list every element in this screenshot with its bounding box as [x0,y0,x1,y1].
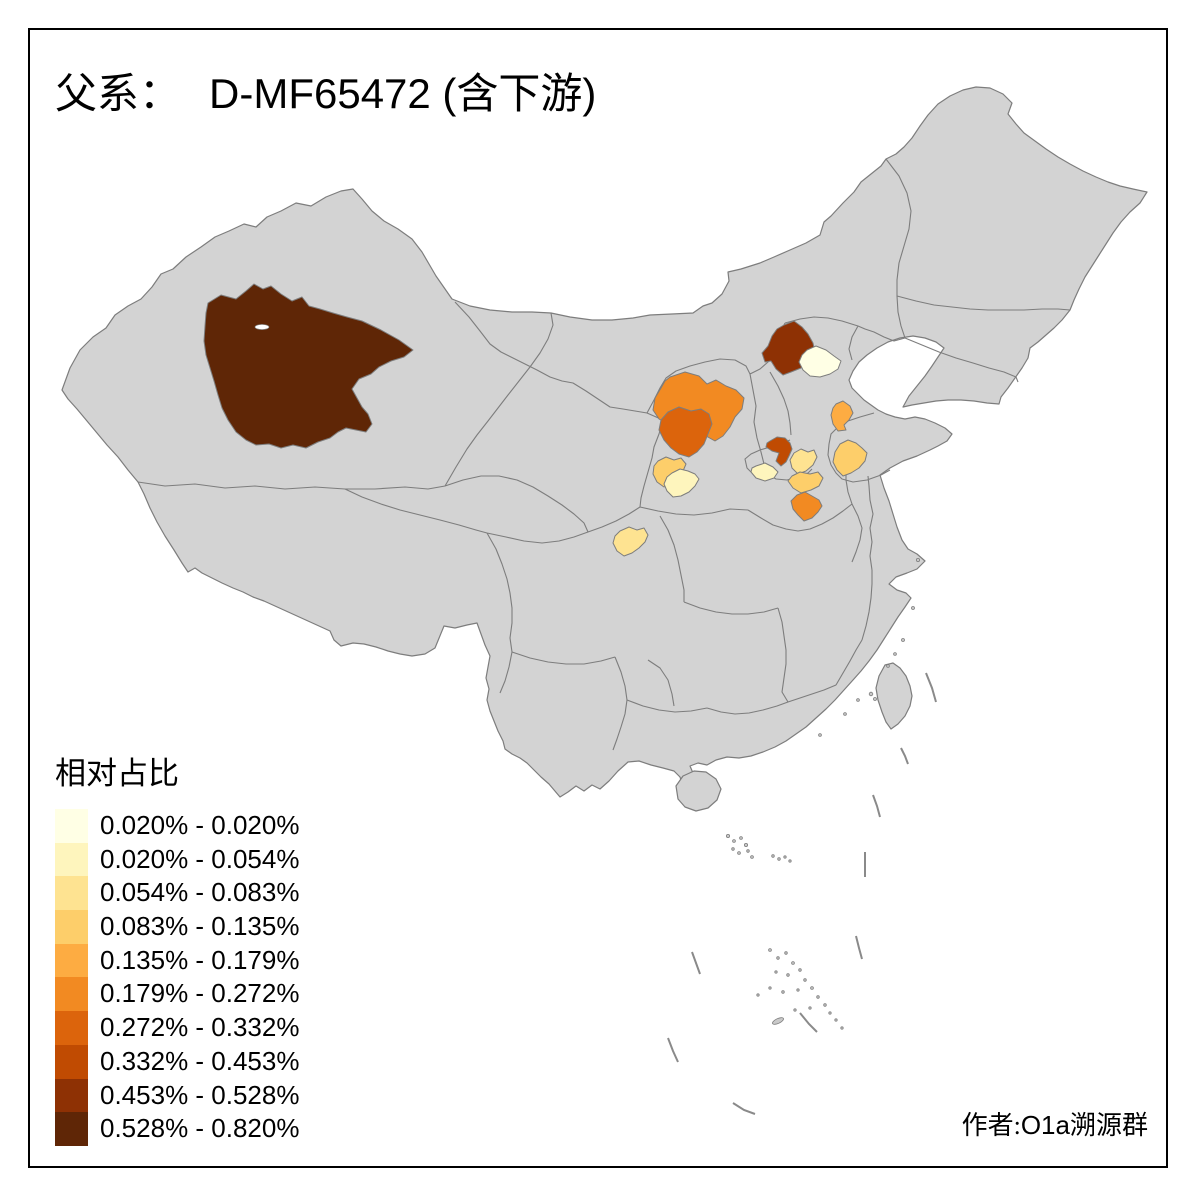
legend-swatch-8 [55,1044,88,1079]
legend-swatch-4 [55,910,88,944]
hainan-island [675,770,722,812]
legend-row: 0.083% - 0.135% [55,910,299,944]
legend-range-label: 0.528% - 0.820% [100,1113,300,1144]
legend-swatch-7 [55,1011,88,1045]
legend-row: 0.272% - 0.332% [55,1011,299,1045]
credit-prefix: 作者: [961,1111,1021,1140]
china-mainland [61,86,1148,798]
region-shandong-southwest [832,439,868,477]
region-shaanxi-central-east [663,468,700,498]
taiwan-island [875,662,913,730]
legend-swatch-5 [55,943,88,978]
province-borders [137,158,1071,751]
legend-row: 0.020% - 0.054% [55,842,300,877]
legend-row: 0.453% - 0.528% [55,1078,300,1113]
legend-row: 0.332% - 0.453% [55,1044,300,1079]
legend-range-label: 0.179% - 0.272% [100,978,300,1009]
legend-swatch-6 [55,977,88,1012]
legend-range-label: 0.020% - 0.020% [100,810,300,840]
legend-swatch-2 [55,842,88,877]
legend-swatch-3 [55,876,88,911]
legend-row: 0.179% - 0.272% [55,977,300,1012]
region-henan-central [787,471,824,494]
region-henan-north [765,436,793,467]
legend-rows: 0.020% - 0.020% 0.020% - 0.054% 0.054% - 0… [55,809,299,1146]
region-henan-north-central [789,448,818,475]
region-beijing [798,345,842,378]
legend-range-label: 0.083% - 0.135% [100,911,300,942]
title-prefix: 父系： [55,72,182,118]
title-label: D-MF65472 (含下游) [209,70,597,117]
legend-row: 0.054% - 0.083% [55,876,300,911]
legend-range-label: 0.054% - 0.083% [100,877,300,908]
legend-swatch-1 [55,809,88,843]
legend-swatch-9 [55,1078,88,1113]
region-henan-south [790,491,823,522]
author-credit: 作者:O1a溯源群 [962,1105,1148,1142]
region-shandong-north [830,400,854,432]
legend-swatch-10 [55,1112,88,1146]
page-title: 父系： D-MF65472 (含下游) [55,60,596,121]
region-henan-northwest [750,462,779,482]
legend-range-label: 0.135% - 0.179% [100,944,300,975]
credit-suffix: 溯源群 [1069,1111,1148,1140]
region-shaanxi-middle [658,406,713,458]
legend-range-label: 0.453% - 0.528% [100,1079,300,1110]
region-sichuan-northeast [612,526,649,557]
lake-bosten [254,324,270,330]
legend-range-label: 0.272% - 0.332% [100,1012,300,1043]
credit-group: O1a [1020,1110,1070,1140]
legend: 相对占比 0.020% - 0.020% 0.020% - 0.054% 0.054… [55,748,299,1146]
legend-title: 相对占比 [55,756,179,791]
nine-dash-line [667,672,937,1115]
sea-islets [726,558,921,1030]
legend-range-label: 0.332% - 0.453% [100,1045,300,1076]
legend-range-label: 0.020% - 0.054% [100,843,300,874]
legend-row: 0.135% - 0.179% [55,943,300,978]
legend-row: 0.528% - 0.820% [55,1112,299,1146]
legend-row: 0.020% - 0.020% [55,809,299,843]
